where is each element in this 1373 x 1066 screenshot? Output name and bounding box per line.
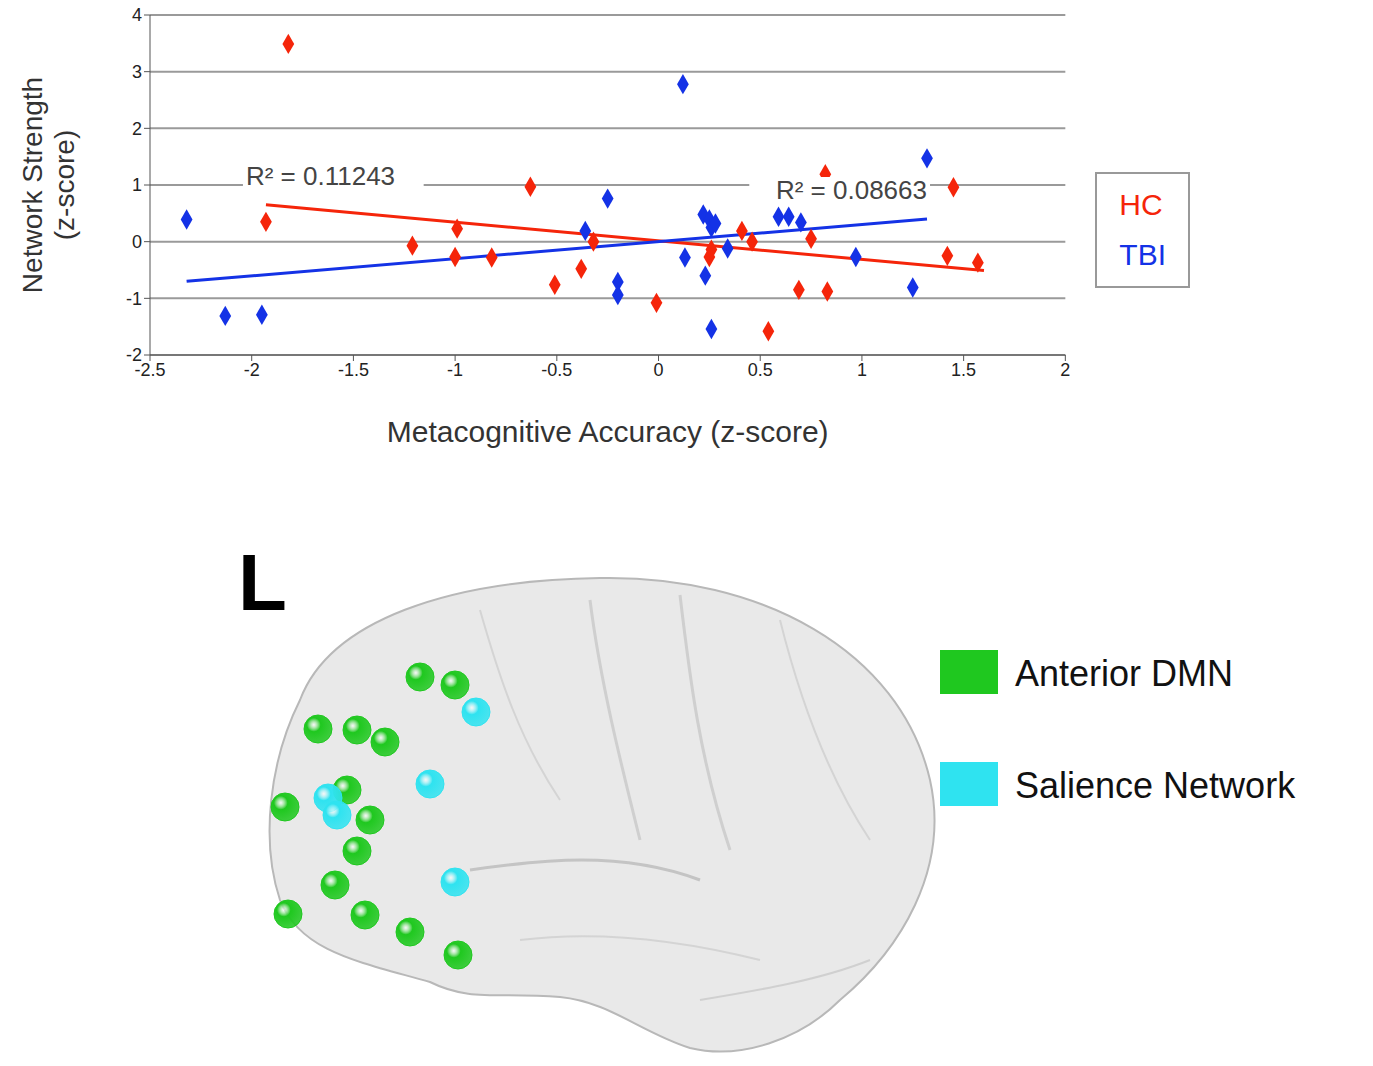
svg-text:R² = 0.11243: R² = 0.11243 — [246, 161, 395, 191]
svg-text:-0.5: -0.5 — [541, 360, 572, 380]
svg-text:-2.5: -2.5 — [134, 359, 166, 380]
svg-text:-2: -2 — [244, 360, 260, 380]
svg-text:0: 0 — [132, 232, 142, 252]
svg-text:-1: -1 — [126, 289, 142, 309]
svg-text:4: 4 — [132, 5, 142, 25]
svg-text:Salience Network: Salience Network — [1015, 765, 1296, 806]
html-text:TBI: TBI — [1119, 238, 1166, 271]
svg-text:0.5: 0.5 — [748, 360, 773, 380]
svg-text:0: 0 — [654, 360, 664, 380]
svg-text:-2: -2 — [126, 345, 142, 365]
svg-text:R² = 0.08663: R² = 0.08663 — [776, 175, 927, 205]
svg-text:-1: -1 — [447, 360, 463, 380]
svg-text:-1.5: -1.5 — [338, 360, 369, 380]
svg-text:Network Strength(z-score): Network Strength(z-score) — [17, 77, 80, 293]
svg-text:3: 3 — [132, 62, 142, 82]
svg-text:Anterior DMN: Anterior DMN — [1015, 653, 1233, 694]
svg-text:Metacognitive Accuracy (z-scor: Metacognitive Accuracy (z-score) — [387, 415, 829, 448]
svg-text:2: 2 — [132, 119, 142, 139]
html-text:HC: HC — [1119, 188, 1163, 221]
svg-text:1.5: 1.5 — [951, 360, 976, 380]
svg-text:L: L — [238, 538, 287, 627]
svg-text:1: 1 — [132, 175, 142, 195]
svg-text:1: 1 — [857, 360, 867, 380]
svg-text:2: 2 — [1060, 360, 1070, 380]
